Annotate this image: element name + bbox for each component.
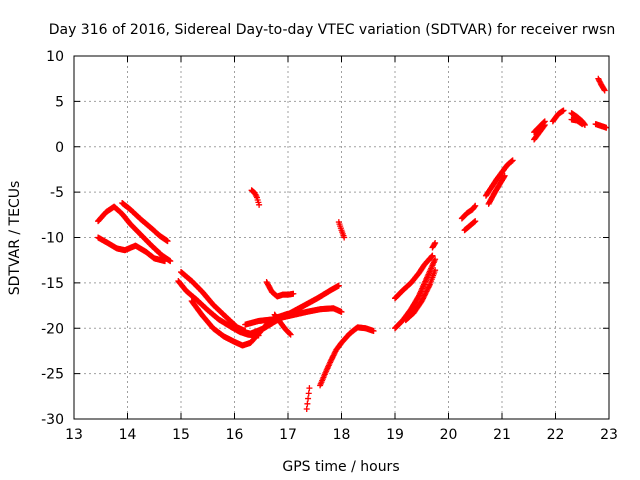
data-point [429,252,436,259]
data-point [287,331,294,338]
x-tick-label: 18 [333,427,351,443]
series-arc-26 [568,110,588,128]
data-point [472,218,479,225]
data-point [338,308,345,315]
data-point [501,172,508,179]
data-point [432,267,439,274]
data-point [472,202,479,209]
axis-ticks: 13 14 15 16 17 18 19 20 21 22 23 -30 -25 -20 -15 -10 -5 0… [41,49,618,443]
data-point [560,107,567,114]
y-axis-label: SDTVAR / TECUs [7,181,23,296]
data-point [335,282,342,289]
data-point [164,238,171,245]
y-tick-label: -30 [41,412,64,428]
series-arc-10 [263,278,297,300]
x-tick-label: 20 [440,427,458,443]
data-point [431,241,438,248]
series-arc-25 [549,107,567,125]
series-arc-27 [568,116,586,128]
data-point [601,87,608,94]
data-point [303,406,310,413]
data-point [541,119,548,126]
series-arc-14 [335,219,348,241]
data-point [304,400,311,407]
series-arc-24 [531,118,548,136]
data-point [287,330,294,337]
y-tick-label: -15 [41,276,64,292]
data-point [305,390,312,397]
y-tick-label: -20 [41,321,64,337]
data-point [603,124,610,131]
series-arc-28 [592,121,610,131]
data-point [305,395,312,402]
data-point [167,258,174,265]
series-arc-18 [429,239,439,251]
y-tick-label: 10 [46,49,64,65]
x-tick-label: 15 [172,427,190,443]
series-arc-29 [595,75,608,94]
x-tick-label: 17 [279,427,297,443]
data-point [579,121,586,128]
data-point [306,385,313,392]
data-points [95,75,610,413]
data-point [471,203,478,210]
x-tick-label: 22 [547,427,565,443]
x-tick-label: 16 [226,427,244,443]
series-arc-2 [95,234,168,265]
y-tick-label: -5 [50,185,64,201]
data-point [290,290,297,297]
x-tick-label: 23 [600,427,618,443]
series-arc-19 [458,202,479,222]
series-arc-12 [303,385,313,413]
series-arc-3 [119,200,171,245]
y-tick-label: 5 [55,94,64,110]
series-arc-21 [482,157,516,199]
x-tick-label: 13 [65,427,83,443]
data-point [432,256,439,263]
data-point [341,234,348,241]
data-point [161,258,168,265]
data-point [256,201,263,208]
series-arc-8 [242,305,345,328]
series-arc-20 [461,218,479,234]
data-point [428,253,435,260]
y-tick-label: -10 [41,231,64,247]
series-arc-1 [95,203,174,265]
data-point [541,118,548,125]
x-tick-label: 14 [119,427,137,443]
data-point [509,157,516,164]
series-arc-5 [178,268,249,334]
series-arc-13 [317,324,377,389]
x-tick-label: 21 [493,427,511,443]
chart-title: Day 316 of 2016, Sidereal Day-to-day VTE… [49,22,616,38]
x-tick-label: 19 [386,427,404,443]
data-point [432,239,439,246]
series-arc-16 [392,252,436,302]
y-tick-label: 0 [55,140,64,156]
data-point [501,173,508,180]
series-arc-11 [271,311,294,338]
series-arc-17 [402,267,439,324]
y-tick-label: -25 [41,367,64,383]
data-point [370,327,377,334]
series-arc-9 [248,187,263,208]
series-arc-22 [485,172,508,207]
data-point [581,121,588,128]
x-axis-label: GPS time / hours [282,459,399,475]
